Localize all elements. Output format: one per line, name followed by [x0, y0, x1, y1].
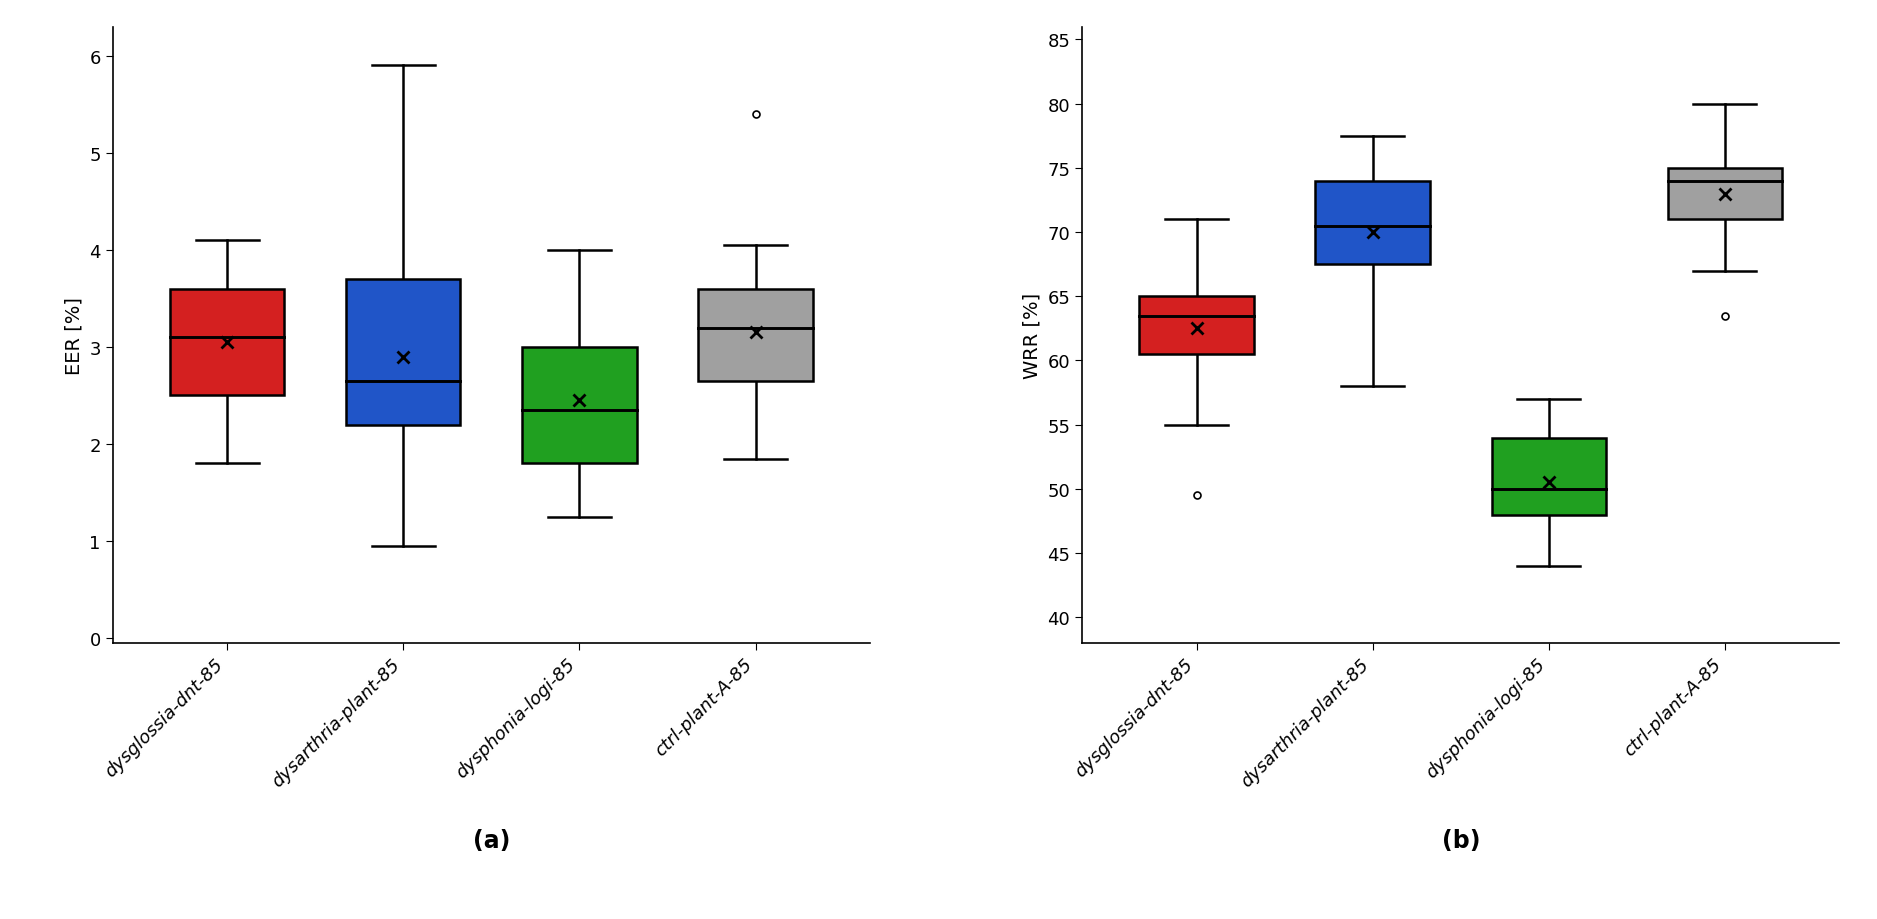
Bar	[522, 347, 636, 464]
Bar	[698, 289, 813, 381]
Y-axis label: WRR [%]: WRR [%]	[1023, 292, 1042, 379]
Bar	[345, 279, 460, 425]
Bar	[1316, 181, 1430, 265]
Bar	[169, 289, 283, 396]
Bar	[1669, 169, 1783, 220]
Bar	[1139, 297, 1254, 355]
Text: (a): (a)	[473, 828, 511, 852]
Bar	[1492, 438, 1607, 515]
Y-axis label: EER [%]: EER [%]	[66, 297, 84, 374]
Text: (b): (b)	[1442, 828, 1481, 852]
